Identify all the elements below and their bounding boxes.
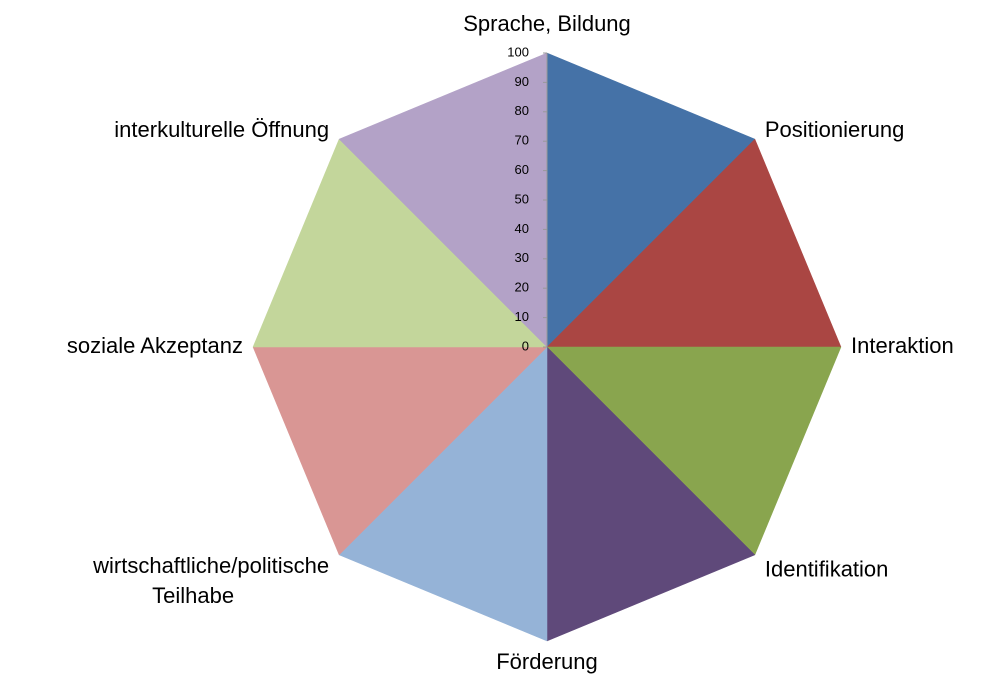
y-tick-label: 50 (515, 191, 529, 206)
category-label: Identifikation (765, 557, 889, 582)
y-tick-label: 0 (522, 338, 529, 353)
label-line: Teilhabe (152, 583, 234, 608)
y-tick-label: 40 (515, 221, 529, 236)
category-label: soziale Akzeptanz (67, 333, 243, 358)
y-tick-label: 100 (507, 44, 529, 59)
y-tick-label: 80 (515, 103, 529, 118)
y-tick-label: 30 (515, 250, 529, 265)
category-label: Sprache, Bildung (463, 11, 631, 36)
category-label: Positionierung (765, 117, 904, 142)
category-label: Interaktion (851, 333, 954, 358)
y-tick-label: 90 (515, 74, 529, 89)
y-tick-label: 10 (515, 309, 529, 324)
category-label: interkulturelle Öffnung (114, 117, 329, 142)
category-label: Förderung (496, 649, 598, 674)
y-tick-label: 70 (515, 133, 529, 148)
category-label: wirtschaftliche/politische Teilhabe (92, 553, 329, 608)
label-line: wirtschaftliche/politische (92, 553, 329, 578)
y-tick-label: 60 (515, 162, 529, 177)
y-tick-label: 20 (515, 280, 529, 295)
